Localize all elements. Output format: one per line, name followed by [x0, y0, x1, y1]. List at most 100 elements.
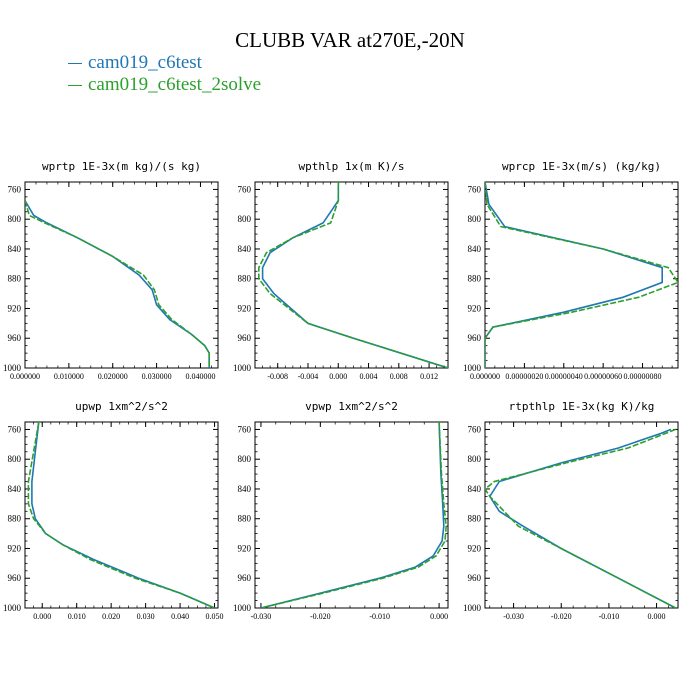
- y-tick-label: 800: [238, 214, 252, 224]
- y-tick-label: 840: [8, 484, 22, 494]
- series-line-1: [485, 182, 663, 368]
- y-tick-label: 880: [8, 274, 22, 284]
- legend-swatch-series-2: [68, 84, 82, 87]
- x-tick-label: 0.000: [329, 372, 347, 381]
- legend-label-series-2: cam019_c6test_2solve: [88, 74, 262, 95]
- chart-title: wprcp 1E-3x(m/s) (kg/kg): [502, 160, 661, 173]
- y-tick-label: 840: [238, 484, 252, 494]
- y-tick-label: 840: [468, 484, 482, 494]
- y-tick-label: 1000: [463, 363, 482, 373]
- x-tick-label: 0.040000: [185, 372, 215, 381]
- x-tick-label: -0.004: [298, 372, 319, 381]
- series-line-1: [260, 422, 445, 608]
- y-tick-label: 1000: [3, 363, 22, 373]
- y-tick-label: 760: [468, 424, 482, 434]
- chart-title: wprtp 1E-3x(m kg)/(s kg): [42, 160, 201, 173]
- plot-frame: [254, 421, 449, 609]
- x-tick-label: 0.00000080: [624, 372, 662, 381]
- y-tick-label: 840: [468, 244, 482, 254]
- x-tick-label: 0.000000: [10, 372, 40, 381]
- y-tick-label: 880: [238, 514, 252, 524]
- series-line-2: [485, 182, 678, 368]
- y-tick-label: 760: [8, 184, 22, 194]
- plot-frame: [24, 181, 219, 369]
- y-tick-label: 840: [238, 244, 252, 254]
- chart-title: wpthlp 1x(m K)/s: [299, 160, 405, 173]
- series-line-1: [488, 428, 676, 608]
- x-tick-label: 0.030000: [142, 372, 172, 381]
- plot-frame: [484, 181, 679, 369]
- y-tick-label: 800: [8, 214, 22, 224]
- x-tick-label: 0.00000060: [584, 372, 622, 381]
- chart-title: rtpthlp 1E-3x(kg K)/kg: [509, 400, 655, 413]
- y-tick-label: 960: [468, 333, 482, 343]
- x-tick-label: -0.020: [551, 612, 572, 621]
- y-tick-label: 960: [8, 573, 22, 583]
- x-tick-label: 0.010: [68, 612, 86, 621]
- plot-frame: [24, 421, 219, 609]
- y-tick-label: 760: [238, 424, 252, 434]
- y-tick-label: 880: [238, 274, 252, 284]
- x-tick-label: 0.010000: [54, 372, 84, 381]
- x-tick-label: 0.020: [102, 612, 120, 621]
- y-tick-label: 880: [468, 514, 482, 524]
- x-tick-label: 0.040: [171, 612, 189, 621]
- legend-item-series-1: cam019_c6test: [68, 52, 202, 74]
- y-tick-label: 800: [238, 454, 252, 464]
- y-tick-label: 960: [238, 333, 252, 343]
- y-tick-label: 1000: [233, 603, 252, 613]
- page-title: CLUBB VAR at270E,-20N: [235, 28, 465, 52]
- y-tick-label: 920: [468, 303, 482, 313]
- x-tick-label: 0.000: [33, 612, 51, 621]
- plot-frame: [484, 421, 679, 609]
- y-tick-label: 800: [8, 454, 22, 464]
- x-tick-label: -0.030: [503, 612, 524, 621]
- chart-panel-4: upwp 1xm^2/s^2 760 800 840 880 920 960 1000 0.00…: [3, 400, 224, 621]
- plot-frame: [254, 181, 449, 369]
- series-line-2: [27, 422, 215, 608]
- x-tick-label: -0.010: [599, 612, 620, 621]
- legend-item-series-2: cam019_c6test_2solve: [68, 74, 261, 96]
- x-tick-label: 0.012: [420, 372, 438, 381]
- x-tick-label: -0.030: [251, 612, 272, 621]
- series-line-2: [260, 422, 448, 608]
- y-tick-label: 920: [8, 543, 22, 553]
- y-tick-label: 1000: [3, 603, 22, 613]
- x-tick-label: 0.030: [137, 612, 155, 621]
- y-tick-label: 920: [468, 543, 482, 553]
- x-tick-label: 0.000: [648, 612, 666, 621]
- y-tick-label: 880: [8, 514, 22, 524]
- chart-panel-5: vpwp 1xm^2/s^27608008408809209601000-0.0…: [233, 400, 449, 621]
- x-tick-label: -0.010: [369, 612, 390, 621]
- y-tick-label: 760: [468, 184, 482, 194]
- x-tick-label: 0.000000: [470, 372, 500, 381]
- x-tick-label: 0.004: [360, 372, 378, 381]
- y-tick-label: 800: [468, 454, 482, 464]
- legend-label-series-1: cam019_c6test: [88, 52, 202, 73]
- y-tick-label: 920: [238, 303, 252, 313]
- y-tick-label: 920: [8, 303, 22, 313]
- series-line-2: [485, 428, 676, 608]
- x-tick-label: -0.020: [310, 612, 331, 621]
- y-tick-label: 880: [468, 274, 482, 284]
- series-line-2: [25, 200, 210, 368]
- chart-title: vpwp 1xm^2/s^2: [305, 400, 398, 413]
- chart-title: upwp 1xm^2/s^2: [75, 400, 168, 413]
- series-line-1: [261, 182, 448, 368]
- chart-panel-1: wprtp 1E-3x(m kg)/(s kg) 760 800 840 880 920 9…: [3, 160, 219, 381]
- x-tick-label: -0.008: [267, 372, 288, 381]
- y-tick-label: 920: [238, 543, 252, 553]
- y-tick-label: 1000: [463, 603, 482, 613]
- y-tick-label: 760: [8, 424, 22, 434]
- legend-swatch-series-1: [68, 62, 82, 65]
- x-tick-label: 0.000: [430, 612, 448, 621]
- y-tick-label: 800: [468, 214, 482, 224]
- x-tick-label: 0.00000040: [545, 372, 583, 381]
- series-line-2: [258, 182, 448, 368]
- y-tick-label: 960: [468, 573, 482, 583]
- y-tick-label: 760: [238, 184, 252, 194]
- x-tick-label: 0.00000020: [505, 372, 543, 381]
- y-tick-label: 960: [238, 573, 252, 583]
- y-tick-label: 1000: [233, 363, 252, 373]
